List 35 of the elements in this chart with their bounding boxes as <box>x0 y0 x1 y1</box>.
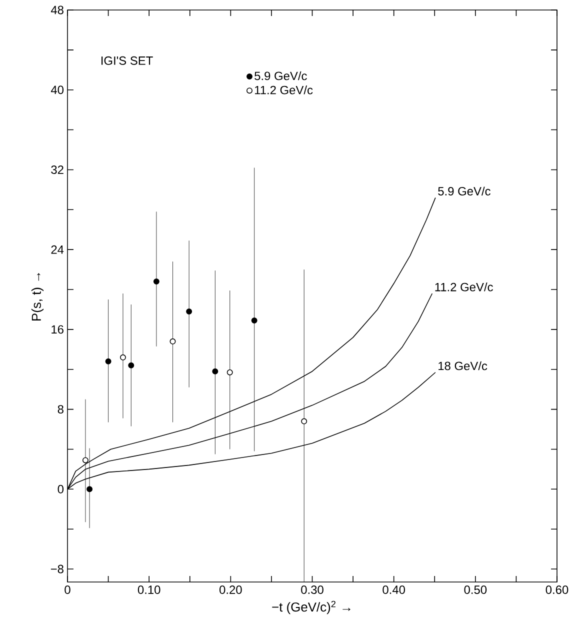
series-label: 11.2 GeV/c <box>435 282 493 292</box>
point <box>301 418 308 424</box>
x-axis-title: −t (GeV/c)$^{2}$ → <box>272 600 350 614</box>
point <box>251 317 258 324</box>
point <box>120 354 126 360</box>
y-tick-label: −8 <box>50 564 64 574</box>
y-axis-title: P(s, t) → <box>31 273 44 320</box>
y-tick-label: 40 <box>50 86 64 94</box>
point <box>86 486 93 492</box>
point <box>82 457 88 464</box>
x-tick-label: 0.30 <box>301 586 324 594</box>
series-label: 5.9 GeV/c <box>438 186 490 196</box>
annotation: IGI'S SET <box>101 56 153 65</box>
y-tick-label: 48 <box>50 6 64 14</box>
x-tick-label: 0 <box>64 586 70 594</box>
y-tick-label: 0 <box>58 484 64 494</box>
point <box>153 278 160 285</box>
x-tick-label: 0.60 <box>546 586 568 594</box>
y-tick-label: 32 <box>51 165 64 174</box>
point <box>226 369 233 376</box>
point <box>105 358 112 364</box>
y-tick-label: 16 <box>52 325 64 334</box>
y-tick-label: 8 <box>58 405 64 414</box>
x-tick-label: 0.40 <box>382 586 405 594</box>
point <box>170 338 176 344</box>
legend-label: 5.9 GeV/c <box>254 71 307 80</box>
x-tick-label: 0.20 <box>220 586 242 594</box>
legend-label: 11.2 GeV/c <box>254 86 313 94</box>
x-tick-label: 0.50 <box>464 586 487 594</box>
x-tick-label: 0.10 <box>138 586 160 594</box>
series-label: 18 GeV/c <box>438 361 488 370</box>
point <box>128 362 134 368</box>
point <box>186 308 192 314</box>
point <box>212 368 218 374</box>
y-tick-label: 24 <box>51 245 64 254</box>
